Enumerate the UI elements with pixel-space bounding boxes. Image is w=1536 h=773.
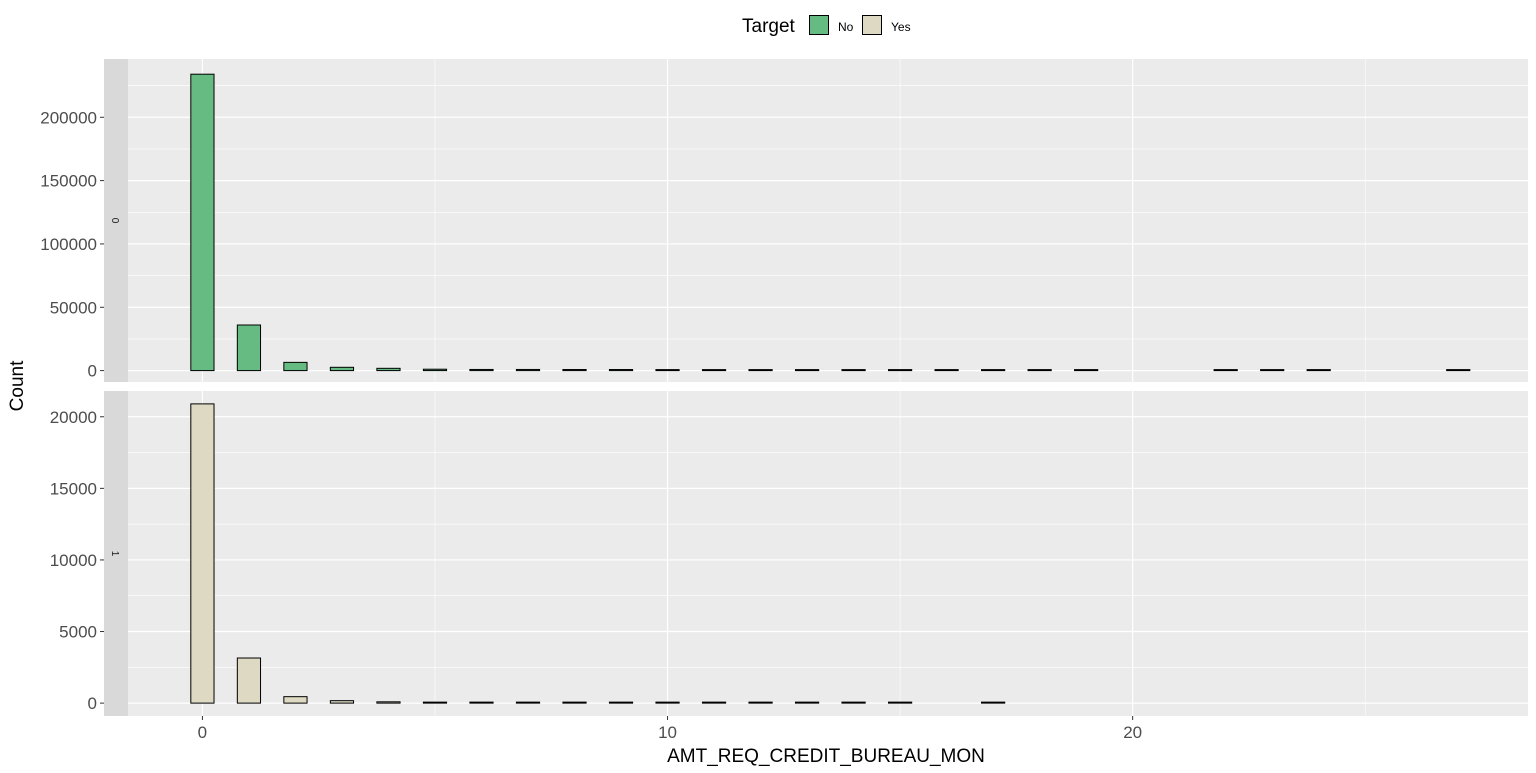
panel-background: [128, 59, 1528, 382]
bar: [1075, 370, 1098, 371]
bar: [656, 702, 679, 703]
panels-group: 0 0 50000 100000 150000 200000 1 0 5000 10000 1500…: [40, 59, 1528, 716]
bar: [842, 370, 865, 371]
facet-strip-label: 1: [109, 551, 120, 557]
y-tick-label: 10000: [50, 551, 97, 570]
bar: [563, 370, 586, 371]
bar: [749, 702, 772, 703]
bar: [377, 702, 400, 703]
bar: [795, 370, 818, 371]
x-axis: 0 10 20: [198, 716, 1142, 742]
y-tick-label: 15000: [50, 479, 97, 498]
bar: [1261, 370, 1284, 371]
bar: [1028, 370, 1051, 371]
bar: [795, 702, 818, 703]
bar: [516, 369, 539, 370]
panel-0: 0 0 50000 100000 150000 200000: [40, 59, 1528, 382]
bar: [191, 404, 214, 703]
bar: [237, 325, 260, 371]
bar: [609, 702, 632, 703]
y-tick-label: 5000: [59, 623, 97, 642]
bar: [330, 701, 353, 703]
x-tick-label: 0: [198, 723, 207, 742]
bar: [1447, 370, 1470, 371]
bar: [284, 697, 307, 703]
bar: [237, 658, 260, 703]
bar: [1214, 370, 1237, 371]
bar: [423, 369, 446, 370]
bar: [702, 702, 725, 703]
bar: [935, 370, 958, 371]
y-tick-label: 200000: [40, 108, 97, 127]
y-tick-label: 0: [88, 362, 97, 381]
y-tick-label: 100000: [40, 235, 97, 254]
bar: [609, 370, 632, 371]
bar: [563, 702, 586, 703]
bar: [470, 369, 493, 370]
bar: [842, 702, 865, 703]
bar: [470, 702, 493, 703]
bar: [423, 702, 446, 703]
bar: [656, 370, 679, 371]
bar: [377, 368, 400, 370]
x-tick-label: 20: [1123, 723, 1142, 742]
bar: [284, 362, 307, 370]
x-axis-label: AMT_REQ_CREDIT_BUREAU_MON: [667, 746, 985, 767]
bar: [982, 702, 1005, 703]
bar: [330, 367, 353, 370]
bar: [516, 702, 539, 703]
y-axis-label: Count: [7, 360, 28, 411]
bar: [749, 370, 772, 371]
bar: [888, 370, 911, 371]
y-tick-label: 20000: [50, 408, 97, 427]
y-tick-label: 0: [88, 694, 97, 713]
y-tick-label: 150000: [40, 172, 97, 191]
panel-1: 1 0 5000 10000 15000 20000: [50, 391, 1528, 716]
facet-strip-label: 0: [109, 218, 120, 224]
bar: [982, 370, 1005, 371]
bar: [191, 74, 214, 370]
bar: [1307, 370, 1330, 371]
x-tick-label: 10: [658, 723, 677, 742]
y-tick-label: 50000: [50, 298, 97, 317]
bar: [702, 370, 725, 371]
bar: [888, 702, 911, 703]
